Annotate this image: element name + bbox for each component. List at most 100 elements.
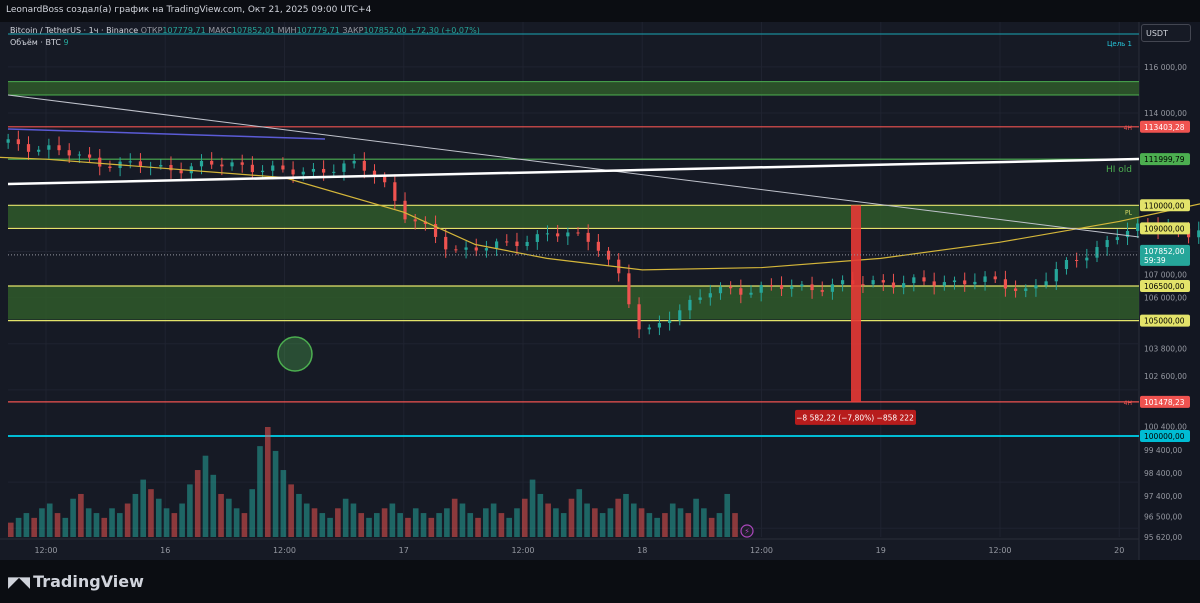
candle-body bbox=[667, 320, 672, 324]
volume-label[interactable]: Объём · BTC bbox=[10, 38, 61, 47]
price-axis-tick: 98 400,00 bbox=[1144, 469, 1182, 478]
volume-bar bbox=[179, 503, 185, 537]
volume-legend: Объём · BTC 9 bbox=[10, 38, 69, 47]
candle-body bbox=[1125, 230, 1130, 238]
candle-body bbox=[566, 232, 570, 237]
time-axis-tick: 16 bbox=[160, 546, 170, 555]
candle-body bbox=[1044, 281, 1048, 286]
support-zone bbox=[8, 81, 1139, 96]
volume-bar bbox=[584, 503, 590, 537]
volume-bar bbox=[521, 498, 528, 537]
volume-bar bbox=[553, 508, 559, 537]
price-axis-tick: 114 000,00 bbox=[1144, 109, 1187, 118]
volume-bar bbox=[607, 508, 614, 537]
volume-bar bbox=[202, 455, 209, 537]
candle-body bbox=[891, 282, 896, 288]
candle-body bbox=[973, 281, 977, 285]
volume-bar bbox=[568, 498, 575, 537]
candle-body bbox=[250, 164, 254, 173]
candle-body bbox=[739, 288, 743, 295]
volume-bar bbox=[272, 450, 279, 537]
candle-body bbox=[138, 161, 143, 167]
price-axis-tick: 100 400,00 bbox=[1144, 423, 1187, 432]
blue-trendline bbox=[7, 128, 326, 140]
volume-bar bbox=[592, 508, 598, 537]
symbol-name[interactable]: Bitcoin / TetherUS · 1ч · Binance bbox=[10, 26, 139, 35]
candle-body bbox=[301, 171, 305, 175]
volume-bar bbox=[233, 508, 240, 537]
price-axis-tick: 107 000,00 bbox=[1144, 271, 1187, 280]
volume-bar bbox=[358, 513, 365, 537]
candle-body bbox=[77, 154, 81, 156]
volume-bar bbox=[155, 498, 162, 537]
volume-bar bbox=[31, 517, 37, 537]
volume-bar bbox=[701, 508, 707, 537]
level-price-label: 113403,28 bbox=[1144, 123, 1185, 132]
candle-body bbox=[322, 168, 326, 173]
price-axis-tick: 96 500,00 bbox=[1144, 513, 1182, 522]
candle-body bbox=[444, 236, 448, 250]
level-tag: 4H bbox=[1124, 400, 1132, 407]
candle-body bbox=[922, 277, 926, 282]
candle-body bbox=[759, 285, 763, 293]
volume-bar bbox=[187, 484, 193, 537]
author-line: LeonardBoss создал(а) график на TradingV… bbox=[6, 5, 372, 15]
volume-bar bbox=[101, 517, 108, 537]
candle-body bbox=[1085, 257, 1089, 261]
volume-bar bbox=[46, 503, 53, 537]
tradingview-logo-icon: ◤◥ bbox=[8, 573, 30, 591]
candle-body bbox=[525, 241, 529, 247]
candle-body bbox=[1013, 288, 1018, 291]
close-label: ЗАКР bbox=[342, 26, 364, 35]
volume-bar bbox=[677, 508, 684, 537]
candle-body bbox=[240, 162, 244, 165]
countdown-label: 59:39 bbox=[1144, 256, 1166, 265]
candle-body bbox=[271, 165, 275, 171]
volume-bar bbox=[708, 517, 715, 537]
time-axis-tick: 20 bbox=[1114, 546, 1124, 555]
candle-body bbox=[474, 247, 478, 251]
candle-body bbox=[637, 304, 641, 330]
candle-body bbox=[800, 284, 804, 287]
candle-body bbox=[98, 157, 102, 167]
candle-body bbox=[342, 163, 346, 172]
hi-old-trendline bbox=[7, 157, 1140, 186]
candle-body bbox=[545, 233, 550, 235]
candle-body bbox=[372, 170, 377, 177]
volume-bar bbox=[662, 513, 668, 537]
time-axis-tick: 18 bbox=[637, 546, 647, 555]
candle-body bbox=[576, 232, 580, 234]
volume-bar bbox=[397, 513, 403, 537]
candle-body bbox=[678, 310, 682, 321]
volume-bar bbox=[436, 513, 442, 537]
candle-body bbox=[291, 169, 295, 175]
volume-bar bbox=[342, 498, 349, 537]
close-value: 107852,00 bbox=[363, 26, 407, 35]
candle-body bbox=[963, 280, 967, 285]
candle-body bbox=[179, 170, 183, 174]
tradingview-logo[interactable]: ◤◥ TradingView bbox=[8, 572, 144, 591]
candle-body bbox=[454, 249, 458, 251]
price-chart[interactable]: Цель 1 HI old −8 582,22 (−7,80%) −858 222 1… bbox=[0, 22, 1200, 560]
volume-bar bbox=[117, 513, 123, 537]
volume-bar bbox=[109, 508, 115, 537]
candle-body bbox=[1136, 223, 1140, 231]
volume-bar bbox=[280, 470, 287, 537]
high-value: 107852,01 bbox=[231, 26, 276, 35]
level-price-label: 101478,23 bbox=[1144, 398, 1185, 407]
candle-body bbox=[6, 139, 10, 143]
level-price-tag bbox=[1140, 280, 1190, 293]
candle-body bbox=[362, 160, 366, 171]
volume-bar bbox=[529, 479, 536, 537]
currency-button[interactable]: USDT bbox=[1141, 24, 1191, 42]
candle-body bbox=[779, 285, 784, 289]
volume-bar bbox=[420, 513, 427, 537]
volume-bar bbox=[669, 503, 676, 537]
candle-body bbox=[861, 284, 865, 286]
volume-bar bbox=[70, 498, 76, 537]
price-axis-tick: 116 000,00 bbox=[1144, 63, 1187, 72]
current-price-label: 107852,00 bbox=[1144, 247, 1185, 256]
level-price-tag bbox=[1140, 222, 1190, 235]
trendline-label: HI old bbox=[1106, 165, 1132, 175]
level-price-tag bbox=[1140, 153, 1190, 166]
